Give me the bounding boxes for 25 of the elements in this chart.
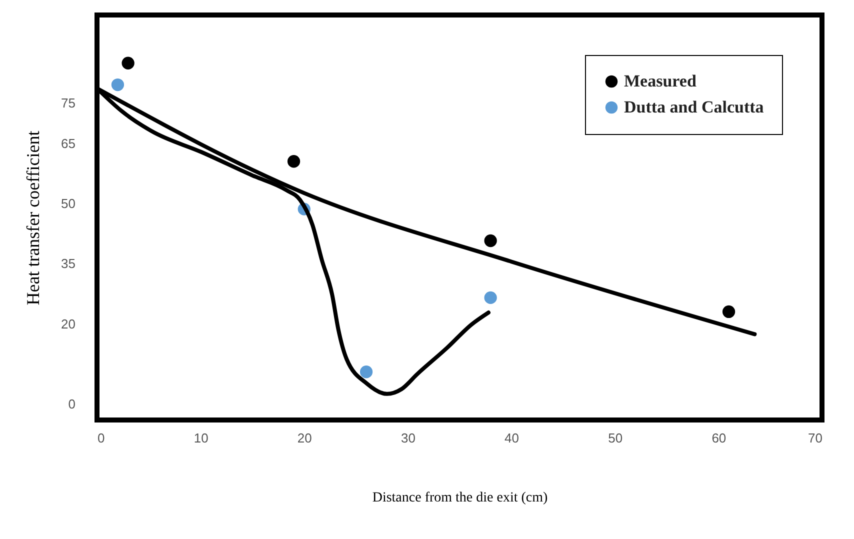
x-tick-label: 60 bbox=[712, 430, 726, 446]
x-tick-label: 10 bbox=[194, 430, 208, 446]
x-tick-label: 40 bbox=[504, 430, 520, 446]
legend-label: Measured bbox=[624, 72, 697, 90]
x-tick-label: 50 bbox=[608, 430, 623, 446]
y-tick-label: 65 bbox=[61, 136, 76, 151]
point bbox=[287, 155, 300, 168]
x-axis-title: Distance from the die exit (cm) bbox=[372, 490, 548, 506]
y-tick-label: 75 bbox=[61, 96, 76, 111]
point bbox=[484, 291, 497, 304]
y-tick-label: 50 bbox=[61, 196, 76, 211]
point bbox=[360, 366, 373, 378]
x-tick-label: 0 bbox=[98, 430, 105, 446]
y-tick-label: 20 bbox=[61, 316, 76, 332]
x-tick-label: 70 bbox=[808, 430, 822, 446]
point bbox=[484, 234, 497, 248]
point bbox=[122, 56, 134, 70]
y-tick-label: 35 bbox=[61, 256, 76, 272]
y-tick-label: 0 bbox=[68, 396, 76, 412]
point bbox=[722, 305, 736, 318]
legend-label: Dutta and Calcutta bbox=[624, 98, 764, 116]
x-tick-label: 30 bbox=[400, 430, 416, 446]
y-axis-title: Heat transfer coefficient bbox=[23, 130, 44, 306]
x-tick-label: 20 bbox=[297, 430, 312, 446]
point bbox=[111, 78, 124, 92]
